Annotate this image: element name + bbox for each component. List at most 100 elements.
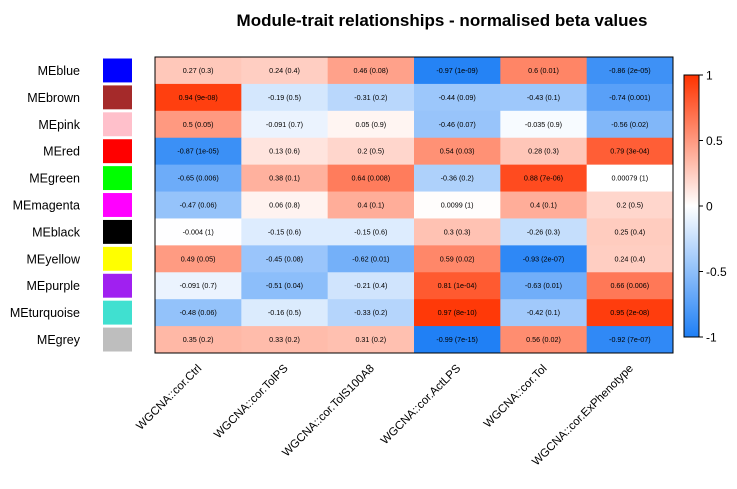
column-label: WGCNA::cor.ExPhenotype [530, 363, 636, 469]
cell-label: -0.16 (0.5) [268, 308, 301, 317]
row-label: MEgrey [37, 333, 81, 347]
module-color-swatch [103, 300, 132, 325]
heatmap-cell [500, 137, 588, 166]
module-color-swatch [103, 139, 132, 164]
row-label: MEred [43, 145, 80, 159]
cell-label: 0.24 (0.4) [614, 254, 645, 263]
color-scale-tick-label: 0.5 [706, 134, 723, 148]
heatmap-cell [500, 326, 588, 354]
cell-label: -0.97 (1e-09) [436, 66, 478, 75]
cell-label: 0.25 (0.4) [614, 227, 645, 236]
cell-label: -0.51 (0.04) [266, 281, 303, 290]
cell-label: 0.00079 (1) [611, 174, 648, 183]
row-label: MEpurple [27, 279, 81, 293]
row-label: MEturquoise [10, 306, 80, 320]
heatmap-cell [414, 218, 501, 246]
cell-label: 0.95 (2e-08) [610, 308, 649, 317]
row-label: MEbrown [27, 91, 80, 105]
heatmap-cell [414, 299, 501, 327]
cell-label: 0.88 (7e-06) [524, 174, 563, 183]
module-color-swatch [103, 85, 132, 110]
heatmap-cell [586, 164, 674, 193]
heatmap-cell [241, 326, 329, 354]
color-scale-tick-label: 0 [706, 200, 713, 214]
cell-label: -0.33 (0.2) [354, 308, 387, 317]
cell-label: 0.79 (3e-04) [610, 147, 649, 156]
cell-label: -0.21 (0.4) [354, 281, 387, 290]
heatmap-cell [327, 191, 415, 219]
heatmap-cell [241, 245, 329, 273]
row-label: MEpink [38, 118, 80, 132]
heatmap-cell [500, 110, 588, 139]
heatmap-cell [241, 299, 329, 327]
chart-title: Module-trait relationships - normalised … [237, 11, 648, 30]
heatmap-cell [327, 110, 415, 139]
cell-label: -0.091 (0.7) [180, 281, 217, 290]
module-color-swatch [103, 112, 132, 137]
cell-label: 0.6 (0.01) [528, 66, 559, 75]
heatmap-cell [500, 272, 588, 300]
heatmap-cell [586, 137, 674, 166]
cell-label: -0.15 (0.6) [268, 227, 301, 236]
cell-label: -0.45 (0.08) [266, 254, 303, 263]
module-color-swatch [103, 58, 132, 83]
heatmap-cell [500, 57, 588, 85]
heatmap-cell [327, 164, 415, 193]
module-color-swatch [103, 246, 132, 271]
heatmap-cell [241, 218, 329, 246]
heatmap-cell [155, 326, 242, 354]
color-scale-tick-label: -1 [706, 331, 717, 345]
cell-label: -0.091 (0.7) [266, 120, 303, 129]
cell-label: 0.06 (0.8) [269, 201, 300, 210]
heatmap-cell [327, 83, 415, 112]
heatmap-cell [327, 299, 415, 327]
row-label: MEblue [38, 64, 80, 78]
heatmap-cell [586, 57, 674, 85]
cell-label: 0.38 (0.1) [269, 174, 300, 183]
cell-label: -0.004 (1) [183, 227, 214, 236]
cell-label: 0.64 (0.008) [351, 174, 390, 183]
cell-label: 0.2 (0.5) [357, 147, 384, 156]
heatmap-cell [155, 299, 242, 327]
heatmap-cell [500, 191, 588, 219]
cell-label: -0.19 (0.5) [268, 93, 301, 102]
heatmap-cell [327, 218, 415, 246]
cell-label: 0.81 (1e-04) [438, 281, 477, 290]
heatmap-cell [414, 245, 501, 273]
heatmap-cell [414, 272, 501, 300]
cell-label: 0.28 (0.3) [528, 147, 559, 156]
cell-label: 0.4 (0.1) [357, 201, 384, 210]
heatmap-cell [586, 191, 674, 219]
heatmap-cell [327, 245, 415, 273]
heatmap-cell [155, 57, 242, 85]
cell-label: 0.94 (9e-08) [179, 93, 218, 102]
column-label: WGCNA::cor.Ctrl [134, 363, 204, 433]
heatmap-cell [155, 137, 242, 166]
heatmap-cell [241, 83, 329, 112]
heatmap-cell [414, 137, 501, 166]
cell-label: 0.31 (0.2) [355, 335, 386, 344]
cell-label: -0.93 (2e-07) [523, 254, 565, 263]
heatmap-cell [500, 164, 588, 193]
cell-label: -0.63 (0.01) [525, 281, 562, 290]
heatmap-cell [155, 191, 242, 219]
cell-label: -0.44 (0.09) [439, 93, 476, 102]
heatmap-cell [241, 191, 329, 219]
cell-label: -0.36 (0.2) [441, 174, 474, 183]
heatmap-cell [414, 57, 501, 85]
module-color-swatch [103, 219, 132, 244]
cell-label: -0.48 (0.06) [180, 308, 217, 317]
heatmap-cell [586, 83, 674, 112]
heatmap-border [154, 56, 674, 354]
heatmap-cell [327, 57, 415, 85]
cell-label: -0.46 (0.07) [439, 120, 476, 129]
heatmap-cell [500, 245, 588, 273]
heatmap-cell [327, 326, 415, 354]
cell-label: 0.24 (0.4) [269, 66, 300, 75]
module-color-swatch [103, 193, 132, 217]
heatmap-cell [586, 299, 674, 327]
cell-label: -0.92 (7e-07) [609, 335, 651, 344]
cell-label: 0.97 (8e-10) [438, 308, 477, 317]
cell-label: 0.54 (0.03) [440, 147, 475, 156]
